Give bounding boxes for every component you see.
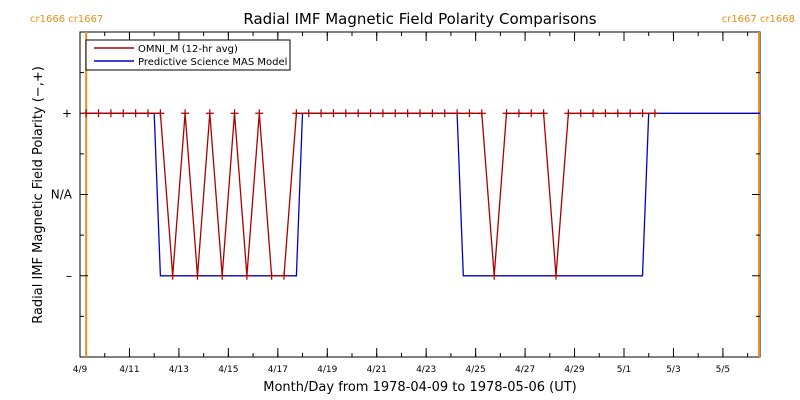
y-tick-label: – [66, 269, 72, 283]
data-point-marker [490, 271, 499, 280]
x-axis-label: Month/Day from 1978-04-09 to 1978-05-06 … [263, 380, 576, 395]
legend-label-omni: OMNI_M (12-hr avg) [138, 44, 238, 55]
x-tick-label: 4/17 [268, 365, 288, 375]
data-point-marker [428, 109, 437, 118]
x-tick-label: 5/1 [617, 365, 631, 375]
data-point-marker [378, 109, 387, 118]
data-point-marker [477, 109, 486, 118]
data-point-marker [527, 109, 536, 118]
series-line [86, 112, 655, 277]
data-point-marker [638, 109, 647, 118]
data-point-marker [230, 109, 239, 118]
rotation-lines [85, 32, 760, 357]
data-point-marker [218, 271, 227, 280]
data-point-marker [156, 109, 165, 118]
data-point-marker [280, 271, 288, 280]
x-tick-label: 4/13 [169, 365, 189, 375]
x-tick-label: 5/3 [666, 365, 680, 375]
data-point-marker [626, 109, 635, 118]
data-point-marker [329, 109, 338, 118]
data-point-marker [354, 109, 363, 118]
legend-label-mas: Predictive Science MAS Model [138, 57, 287, 68]
carrington-rotation-label-right: cr1667 cr1668 [722, 14, 795, 25]
data-point-marker [453, 109, 462, 118]
data-point-marker [440, 109, 449, 118]
data-point-marker [502, 109, 511, 118]
data-point-marker [317, 109, 326, 118]
y-axis: + N/A – [51, 72, 760, 317]
data-point-marker [465, 109, 474, 118]
chart-title: Radial IMF Magnetic Field Polarity Compa… [243, 10, 596, 28]
data-point-marker [82, 109, 91, 118]
x-tick-label: 5/5 [716, 365, 730, 375]
data-point-marker [168, 271, 177, 280]
data-point-marker [267, 271, 276, 280]
y-tick-label: + [62, 106, 72, 120]
series-layer [82, 109, 760, 280]
data-point-marker [292, 109, 301, 118]
data-point-marker [576, 109, 585, 118]
data-point-marker [650, 109, 659, 118]
data-point-marker [539, 109, 548, 118]
data-point-marker [341, 109, 350, 118]
x-axis: 4/9 4/11 4/13 4/15 4/17 4/19 4/21 4/23 4/25 4/27 4… [73, 32, 749, 375]
data-point-marker [131, 109, 140, 118]
data-point-marker [255, 109, 264, 118]
data-point-marker [391, 109, 400, 118]
data-point-marker [552, 271, 560, 280]
x-tick-label: 4/15 [218, 365, 238, 375]
data-point-marker [601, 109, 610, 118]
x-tick-label: 4/25 [466, 365, 486, 375]
x-tick-label: 4/11 [119, 365, 139, 375]
data-point-marker [181, 109, 190, 118]
x-tick-label: 4/21 [367, 365, 387, 375]
data-point-marker [366, 109, 375, 118]
data-point-marker [589, 109, 598, 118]
data-point-marker [416, 109, 424, 118]
y-tick-label: N/A [51, 188, 73, 202]
x-tick-label: 4/29 [564, 365, 584, 375]
x-tick-label: 4/23 [416, 365, 436, 375]
legend-box [85, 39, 291, 71]
data-point-marker [613, 109, 622, 118]
x-tick-label: 4/27 [515, 365, 535, 375]
y-axis-label: Radial IMF Magnetic Field Polarity (−,+) [31, 66, 46, 324]
data-point-marker [106, 109, 115, 118]
data-point-marker [242, 271, 251, 280]
data-point-marker [119, 109, 128, 118]
data-point-marker [144, 109, 152, 118]
data-point-marker [94, 109, 103, 118]
data-point-marker [193, 271, 202, 280]
data-point-marker [205, 109, 214, 118]
x-tick-label: 4/9 [73, 365, 88, 375]
carrington-rotation-label-left: cr1666 cr1667 [30, 14, 103, 25]
data-point-marker [403, 109, 412, 118]
x-tick-label: 4/19 [317, 365, 337, 375]
data-point-marker [564, 109, 573, 118]
data-point-marker [514, 109, 523, 118]
data-point-marker [304, 109, 313, 118]
plot-frame [79, 31, 761, 358]
legend: OMNI_M (12-hr avg) Predictive Science MA… [85, 39, 291, 71]
